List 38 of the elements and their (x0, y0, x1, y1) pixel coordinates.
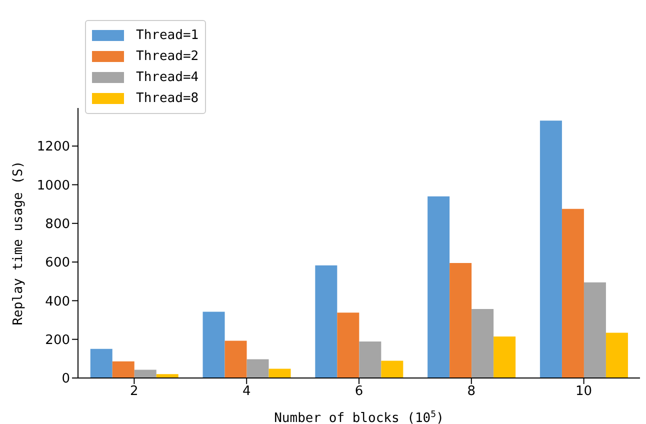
bar (472, 309, 494, 378)
bar (315, 265, 338, 378)
x-tick-label: 4 (242, 384, 251, 400)
bar (156, 374, 178, 378)
x-tick-label: 8 (467, 384, 476, 400)
bar (584, 282, 606, 378)
x-tick-label: 10 (576, 384, 592, 400)
legend-label: Thread=4 (136, 70, 199, 85)
bar (134, 370, 156, 378)
bar (268, 368, 291, 378)
bar (202, 312, 225, 378)
y-tick-label: 400 (45, 294, 70, 310)
legend-label: Thread=2 (136, 49, 199, 64)
bar (540, 120, 562, 378)
bar (606, 332, 628, 378)
bar (381, 360, 404, 378)
y-tick-label: 200 (45, 332, 70, 348)
x-tick-label: 6 (354, 384, 364, 400)
y-tick-label: 1000 (36, 178, 70, 194)
y-axis-title: Replay time usage (S) (11, 160, 26, 326)
y-tick-label: 0 (62, 372, 70, 387)
bar (90, 348, 112, 378)
bar (450, 263, 472, 378)
bar (562, 208, 584, 378)
x-tick-label: 2 (130, 384, 138, 400)
bar (359, 341, 382, 378)
bar (428, 196, 450, 378)
legend-label: Thread=8 (136, 91, 199, 106)
bar (224, 340, 247, 378)
y-tick-label: 800 (45, 217, 70, 232)
bar (337, 312, 360, 378)
y-tick-label: 1200 (36, 140, 70, 155)
bar (246, 359, 269, 378)
legend-label: Thread=1 (136, 28, 199, 43)
bar (494, 336, 516, 378)
bar (112, 361, 134, 378)
y-tick-label: 600 (45, 256, 70, 271)
x-axis-title: Number of blocks (10$^{5}$) (274, 410, 444, 424)
